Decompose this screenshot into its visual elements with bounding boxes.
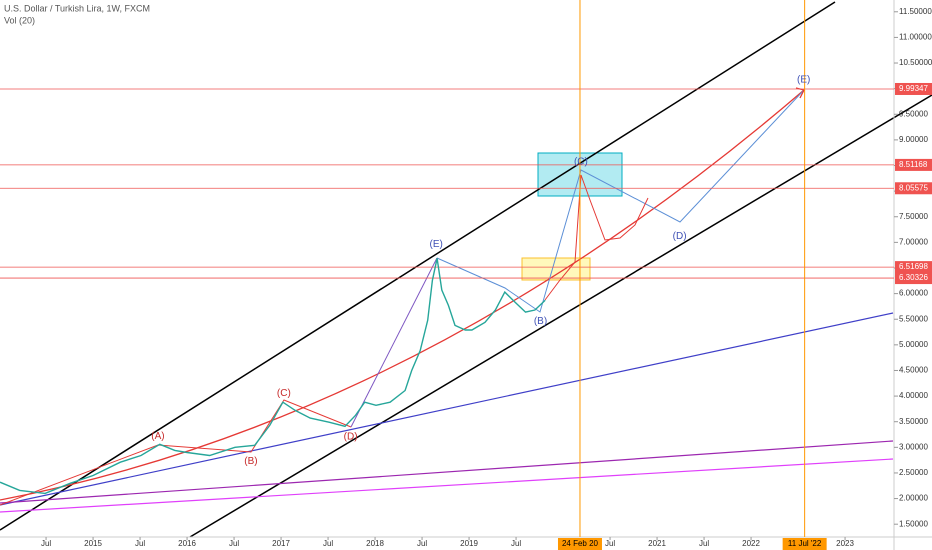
x-tick-label: 2016 (178, 539, 196, 548)
channel-lower (189, 94, 932, 538)
x-tick-label: Jul (699, 539, 709, 548)
y-tick-label: 9.00000 (899, 135, 928, 144)
wave-label: (D) (673, 231, 687, 242)
price-label-box (895, 182, 932, 195)
projection-path (544, 174, 649, 301)
price-label: 8.05575 (899, 183, 928, 192)
y-tick-label: 3.50000 (899, 417, 928, 426)
wave-label: (E) (429, 239, 442, 250)
wave-label: (B) (244, 456, 257, 467)
trend-line (0, 458, 894, 513)
y-tick-label: 7.00000 (899, 237, 928, 246)
wave-line (350, 257, 438, 428)
x-tick-label: Jul (229, 539, 239, 548)
price-label: 6.30326 (899, 273, 928, 282)
y-tick-label: 3.00000 (899, 442, 928, 451)
x-tick-label: 2017 (272, 539, 290, 548)
date-label-box (782, 538, 827, 550)
price-label: 6.51698 (899, 262, 928, 271)
y-tick-label: 9.50000 (899, 109, 928, 118)
price-label-box (895, 272, 932, 285)
wave-label: (A) (151, 431, 164, 442)
x-tick-label: 2023 (836, 539, 854, 548)
date-label: 24 Feb 20 (562, 539, 599, 548)
wave-line (0, 399, 352, 506)
x-tick-label: Jul (605, 539, 615, 548)
wave-label: (D) (344, 432, 358, 443)
wave-label: (C) (277, 388, 291, 399)
y-tick-label: 4.50000 (899, 366, 928, 375)
x-tick-label: 2022 (742, 539, 760, 548)
x-tick-label: 2021 (648, 539, 666, 548)
x-tick-label: Jul (511, 539, 521, 548)
price-label-box (895, 158, 932, 171)
wave-label: (E) (797, 75, 810, 86)
y-tick-label: 1.50000 (899, 519, 928, 528)
drawings (0, 1, 932, 538)
y-tick-label: 7.50000 (899, 212, 928, 221)
x-tick-label: Jul (41, 539, 51, 548)
y-tick-label: 2.00000 (899, 494, 928, 503)
symbol-title: U.S. Dollar / Turkish Lira, 1W, FXCM (4, 3, 150, 13)
x-tick-label: Jul (323, 539, 333, 548)
y-tick-label: 10.50000 (899, 58, 932, 67)
trend-line (0, 312, 894, 506)
y-tick-label: 5.00000 (899, 340, 928, 349)
y-tick-label: 2.50000 (899, 468, 928, 477)
y-tick-label: 6.00000 (899, 289, 928, 298)
indicator-label: Vol (20) (4, 15, 35, 25)
x-tick-label: 2018 (366, 539, 384, 548)
y-tick-label: 4.00000 (899, 391, 928, 400)
x-tick-label: Jul (417, 539, 427, 548)
x-tick-label: 2019 (460, 539, 478, 548)
channel-upper (0, 1, 836, 531)
date-label-box (557, 538, 602, 550)
x-tick-label: 2015 (84, 539, 102, 548)
trend-line (0, 440, 894, 504)
price-label: 9.99347 (899, 84, 928, 93)
date-label: 11 Jul '22 (788, 539, 822, 548)
price-label: 8.51168 (899, 160, 928, 169)
y-tick-label: 11.50000 (899, 7, 932, 16)
x-tick-label: Jul (135, 539, 145, 548)
y-tick-label: 5.50000 (899, 314, 928, 323)
price-label-box (895, 82, 932, 95)
wave-line (436, 89, 805, 313)
price-label-box (895, 261, 932, 274)
y-tick-label: 11.00000 (899, 33, 932, 42)
price-line-series (0, 258, 546, 495)
support-curve (0, 89, 805, 501)
wave-label: (B) (534, 316, 547, 327)
wave-label: (C) (574, 157, 588, 168)
